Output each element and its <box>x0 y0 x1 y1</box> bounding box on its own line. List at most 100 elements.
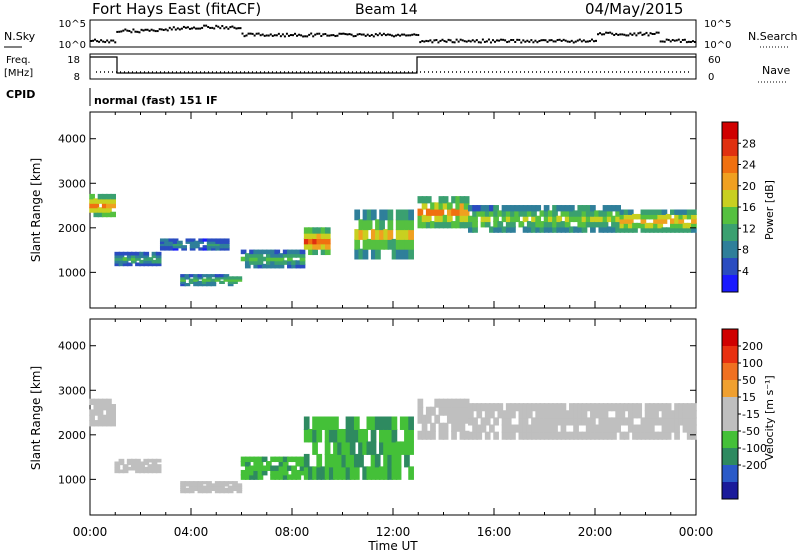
echo-cell <box>320 232 327 240</box>
echo-cell <box>640 227 647 233</box>
echo-cell <box>691 424 697 433</box>
echo-cell <box>232 280 238 284</box>
echo-cell <box>303 243 310 250</box>
echo-cell <box>674 424 680 433</box>
echo-cell <box>164 240 170 244</box>
nsky-point <box>451 41 454 44</box>
echo-cell <box>425 221 432 229</box>
echo-cell <box>270 249 276 255</box>
echo-cell <box>459 398 466 408</box>
echo-cell <box>399 209 406 221</box>
echo-cell <box>623 213 630 220</box>
echo-cell <box>585 210 592 217</box>
echo-cell <box>501 205 508 212</box>
echo-cell <box>135 461 141 466</box>
echo-cell <box>295 263 302 269</box>
colorbar-tick-label: 12 <box>742 222 756 235</box>
echo-cell <box>362 466 369 480</box>
echo-cell <box>312 232 318 240</box>
nsky-point <box>397 33 400 36</box>
echo-cell <box>214 278 221 282</box>
nsky-point <box>326 34 329 37</box>
nsky-point <box>207 25 210 28</box>
nsearch-tick-bottom: 10^0 <box>704 40 731 51</box>
echo-cell <box>442 221 449 229</box>
echo-cell <box>417 406 424 416</box>
echo-cell <box>287 256 293 262</box>
echo-cell <box>197 485 204 489</box>
echo-cell <box>657 431 664 440</box>
echo-cell <box>114 254 121 259</box>
echo-cell <box>644 410 651 419</box>
nsky-point <box>138 31 141 34</box>
nsky-point <box>597 33 600 36</box>
echo-cell <box>370 466 377 480</box>
echo-cell <box>341 453 348 468</box>
echo-cell <box>155 251 162 256</box>
echo-cell <box>287 253 293 258</box>
echo-cell <box>211 238 217 242</box>
echo-cell <box>303 416 310 430</box>
echo-cell <box>653 218 659 224</box>
echo-cell <box>627 227 634 233</box>
echo-cell <box>257 474 264 480</box>
echo-cell <box>611 205 617 212</box>
echo-cell <box>569 410 575 419</box>
echo-cell <box>434 221 441 229</box>
echo-cell <box>180 487 186 491</box>
echo-cell <box>287 249 293 255</box>
echo-cell <box>623 218 630 224</box>
nsky-point <box>166 29 169 32</box>
echo-cell <box>404 428 410 443</box>
echo-cell <box>480 417 487 426</box>
echo-cell <box>261 469 268 476</box>
echo-cell <box>249 474 255 480</box>
echo-cell <box>611 221 617 228</box>
echo-cell <box>370 453 377 468</box>
x-tick-label: 20:00 <box>578 525 613 539</box>
nsky-point <box>310 32 313 35</box>
echo-cell <box>510 424 516 433</box>
echo-cell <box>531 215 537 223</box>
plot-title: Fort Hays East (fitACF) <box>92 0 261 18</box>
echo-cell <box>468 221 474 228</box>
echo-cell <box>227 276 234 280</box>
echo-cell <box>159 242 166 247</box>
echo-cell <box>522 403 529 412</box>
echo-cell <box>602 403 609 412</box>
echo-cell <box>653 431 659 440</box>
echo-cell <box>232 481 238 485</box>
echo-cell <box>564 210 571 217</box>
echo-cell <box>535 205 542 212</box>
echo-cell <box>143 469 150 474</box>
echo-cell <box>522 417 529 426</box>
nsky-point <box>425 39 428 42</box>
echo-cell <box>201 283 208 287</box>
echo-cell <box>543 205 550 212</box>
echo-cell <box>442 398 449 408</box>
nsky-point <box>184 26 187 29</box>
nsky-point <box>382 32 385 35</box>
echo-cell <box>206 238 213 242</box>
echo-cell <box>472 403 478 412</box>
nsky-point <box>225 26 228 29</box>
echo-cell <box>97 198 104 204</box>
nsky-point <box>550 39 553 42</box>
echo-cell <box>446 208 453 216</box>
echo-cell <box>585 215 592 223</box>
nsky-point <box>595 39 597 42</box>
echo-cell <box>101 414 108 422</box>
echo-cell <box>623 431 630 440</box>
echo-cell <box>295 249 302 255</box>
echo-cell <box>366 466 373 480</box>
nsky-point <box>663 40 666 43</box>
echo-cell <box>118 254 125 259</box>
echo-cell <box>657 227 664 233</box>
echo-cell <box>598 431 605 440</box>
echo-cell <box>446 406 453 416</box>
echo-cell <box>282 260 289 265</box>
echo-cell <box>539 403 546 412</box>
echo-cell <box>93 198 100 204</box>
nsky-point <box>98 40 101 43</box>
echo-cell <box>442 214 449 223</box>
